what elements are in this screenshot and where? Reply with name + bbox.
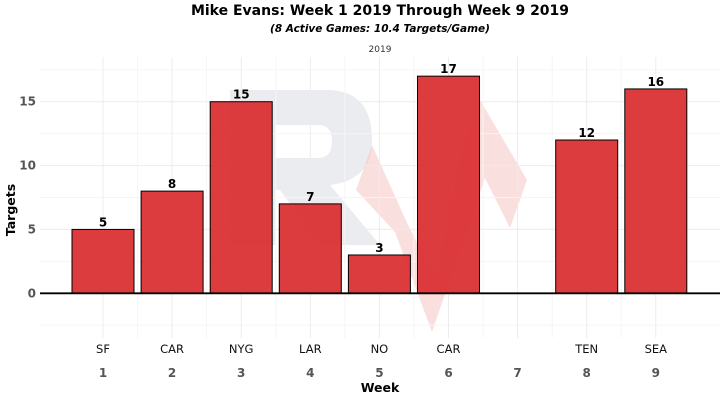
bar (555, 139, 619, 294)
bar-value-label: 17 (440, 62, 457, 76)
bar (417, 75, 480, 294)
y-axis: 0 5 10 15 (19, 95, 36, 301)
bar-value-label: 8 (168, 177, 176, 191)
bar-value-label: 16 (647, 75, 664, 89)
x-tick-label: 6 (444, 366, 452, 380)
bar-value-label: 7 (306, 190, 314, 204)
opponent-labels: SF CAR NYG LAR NO CAR TEN SEA (96, 342, 667, 356)
y-tick-label: 15 (19, 95, 36, 109)
x-tick-label: 9 (652, 366, 660, 380)
x-axis: 1 2 3 4 5 6 7 8 9 (99, 366, 660, 380)
opponent-label: NYG (229, 342, 254, 356)
bar (278, 203, 342, 294)
x-tick-label: 3 (237, 366, 245, 380)
y-tick-label: 0 (28, 286, 36, 300)
x-axis-title: Week (361, 380, 400, 395)
bar (140, 190, 204, 294)
opponent-label: CAR (160, 342, 184, 356)
opponent-label: TEN (574, 342, 598, 356)
chart-caption: 2019 (369, 45, 392, 55)
x-tick-label: 5 (375, 366, 383, 380)
bar (71, 228, 135, 294)
opponent-label: SF (96, 342, 110, 356)
y-tick-label: 10 (19, 159, 36, 173)
bar-value-label: 5 (99, 215, 107, 229)
bar (209, 101, 273, 294)
opponent-label: LAR (299, 342, 322, 356)
opponent-label: NO (371, 342, 389, 356)
y-axis-title: Targets (3, 184, 18, 236)
bars (40, 75, 720, 295)
x-tick-label: 2 (168, 366, 176, 380)
bar-value-label: 12 (578, 126, 595, 140)
bar-value-label: 3 (375, 241, 383, 255)
chart-title: Mike Evans: Week 1 2019 Through Week 9 2… (191, 3, 569, 19)
bar-labels: 5 8 15 7 3 17 12 16 (99, 62, 664, 255)
chart-subtitle: (8 Active Games: 10.4 Targets/Game) (270, 23, 490, 35)
x-tick-label: 4 (306, 366, 314, 380)
opponent-label: CAR (437, 342, 461, 356)
opponent-label: SEA (645, 342, 668, 356)
x-tick-label: 7 (513, 366, 521, 380)
bar (624, 88, 688, 294)
bar-value-label: 15 (233, 88, 250, 102)
bar (347, 254, 411, 294)
x-tick-label: 1 (99, 366, 107, 380)
y-tick-label: 5 (28, 222, 36, 236)
x-tick-label: 8 (583, 366, 591, 380)
watermark-logo (230, 90, 527, 332)
